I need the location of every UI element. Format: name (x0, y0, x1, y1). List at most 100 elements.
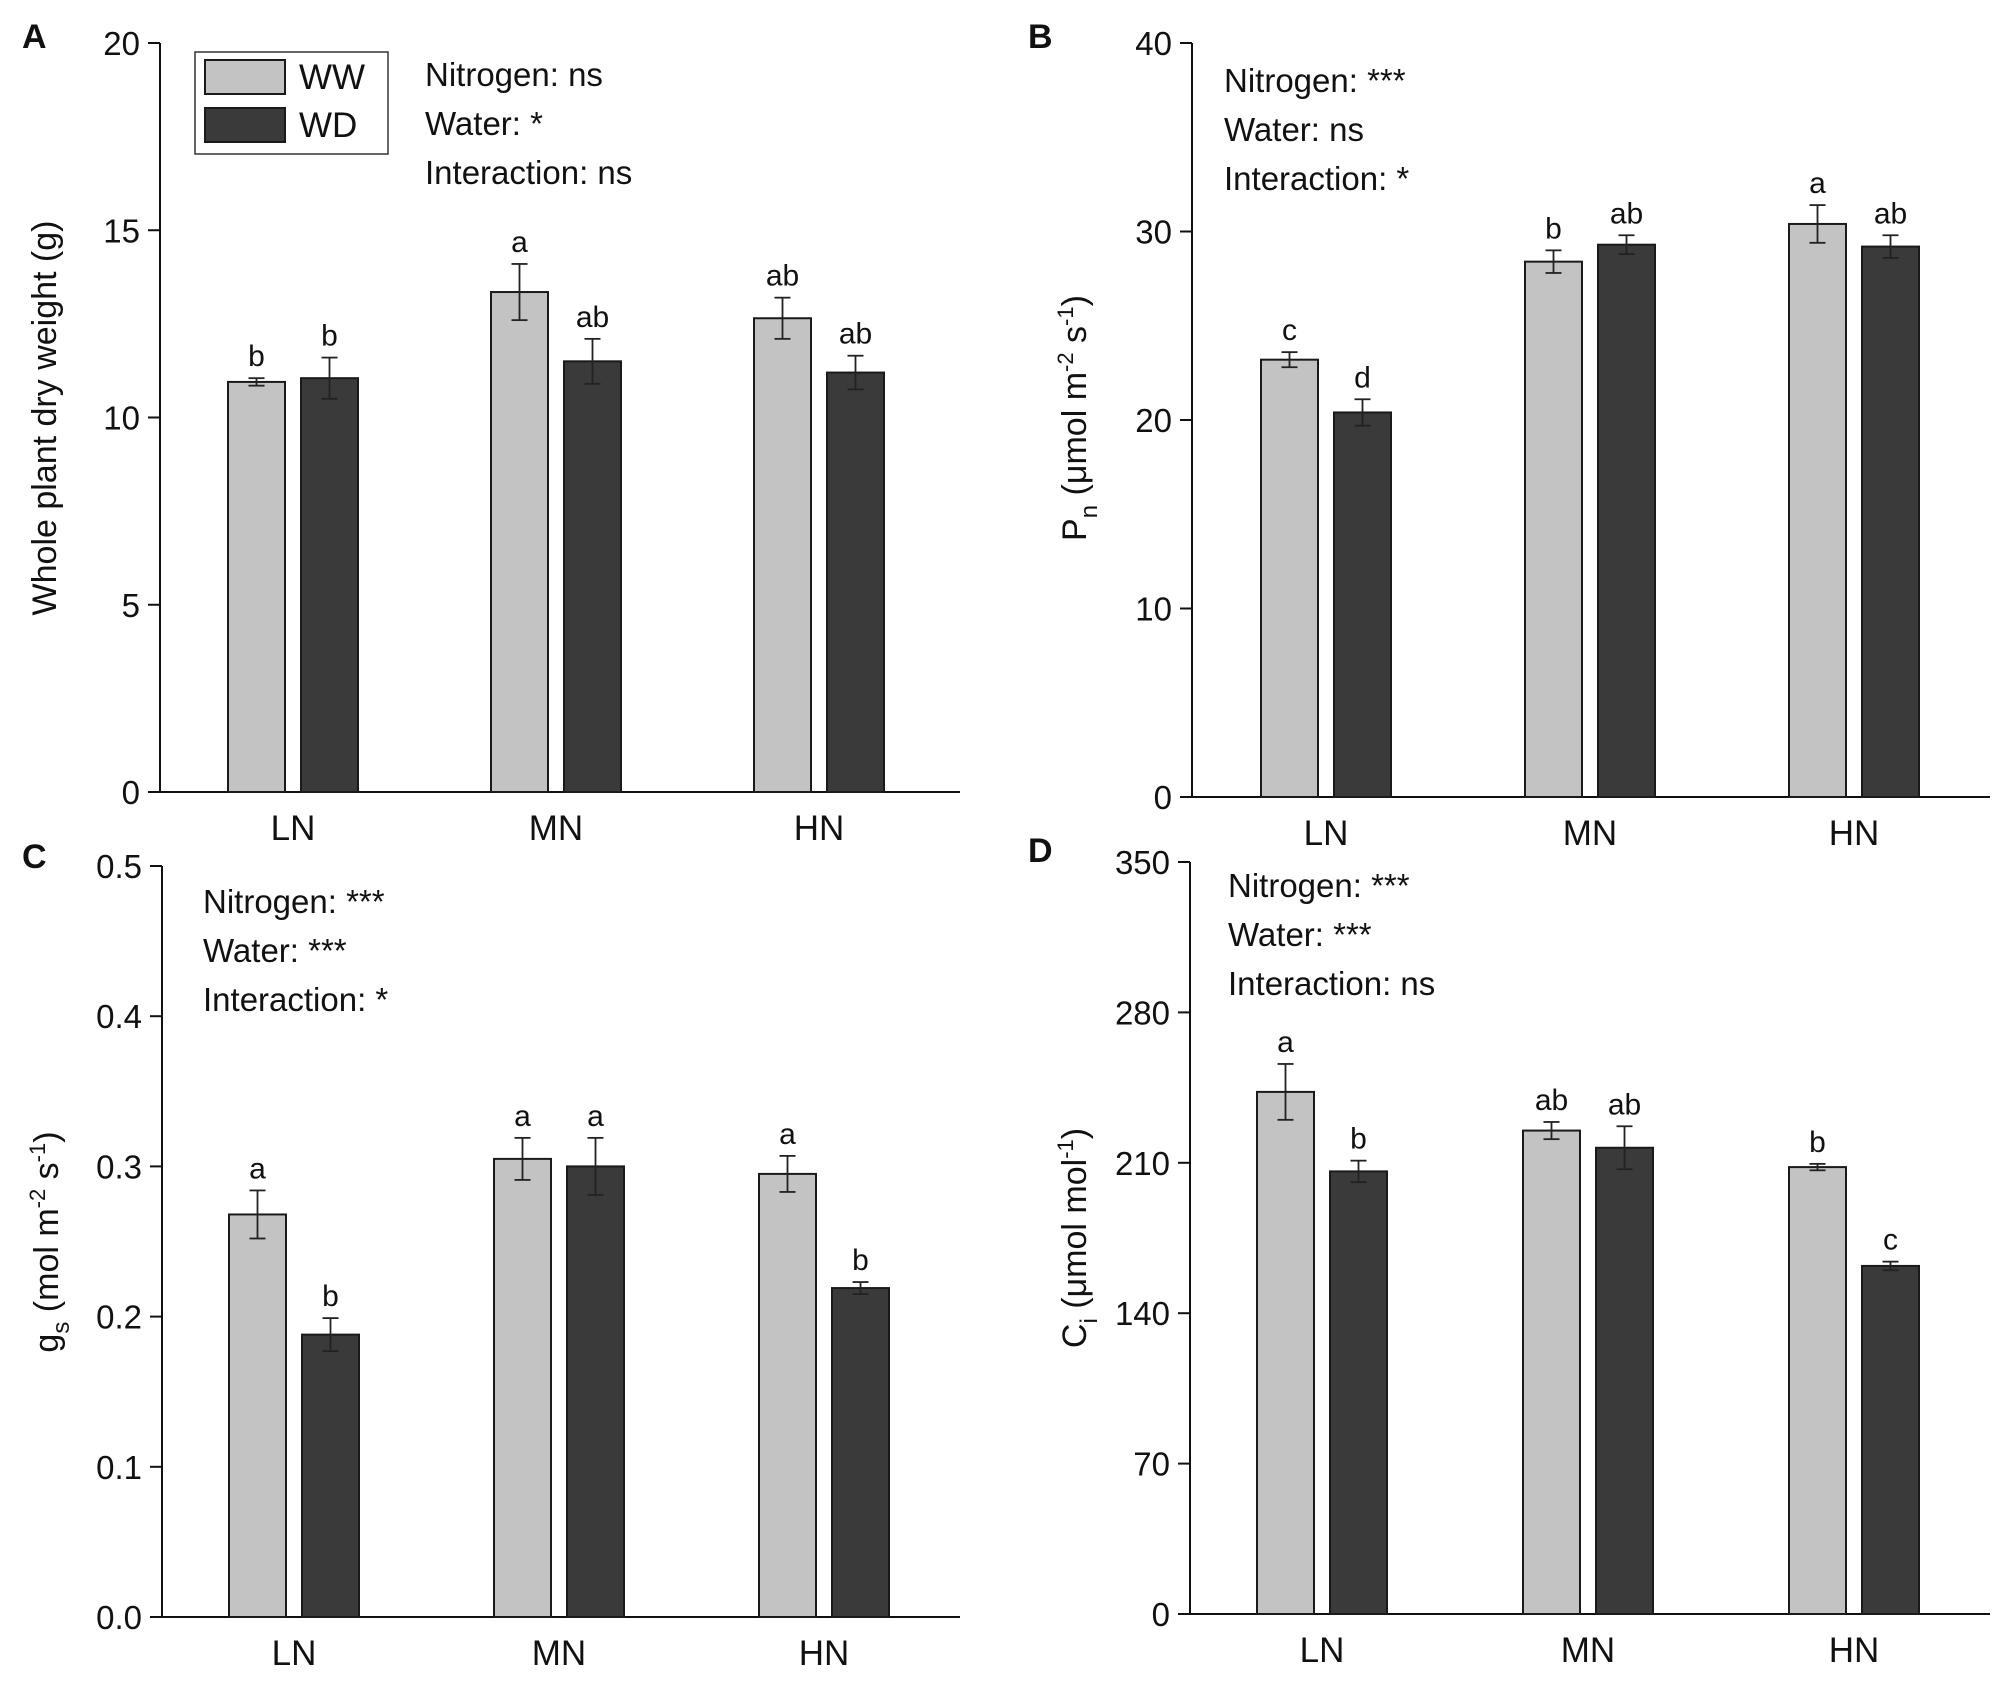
panel-a-xtick-label: HN (794, 809, 845, 848)
panel-d-ylabel-main: C (1056, 1324, 1094, 1349)
panel-c: C0.00.10.20.30.40.5gs (mol m-2 s-1)abLNa… (22, 838, 960, 1673)
panel-a-bar-ww-mn (490, 291, 549, 793)
panel-b-significance-letter: ab (1610, 197, 1643, 230)
panel-c-bar-ww-hn (758, 1172, 817, 1619)
panel-a-anova-text: Interaction: ns (425, 154, 632, 191)
panel-b-significance-letter: d (1354, 361, 1371, 394)
panel-b-ylabel-mu: μ (1056, 465, 1094, 485)
legend-swatch-wd (204, 107, 286, 143)
panel-c-ylabel-main: g (28, 1334, 66, 1353)
panel-d-xtick-label: LN (1300, 1631, 1345, 1670)
panel-c-ytick-label: 0.3 (96, 1148, 142, 1185)
panel-a-significance-letter: a (511, 226, 528, 259)
panel-c-xtick-label: MN (532, 1634, 586, 1673)
panel-c-bar-wd-hn (831, 1287, 890, 1618)
panel-c-bar-wd-mn (566, 1165, 625, 1619)
panel-b-ytick-label: 30 (1135, 214, 1172, 251)
panel-c-bar-ww-mn (493, 1157, 552, 1618)
panel-c-anova-text: Nitrogen: *** (203, 883, 385, 920)
panel-d-significance-letter: c (1883, 1224, 1898, 1257)
panel-c-significance-letter: a (249, 1152, 266, 1185)
panel-c-xtick-label: LN (272, 1634, 317, 1673)
panel-a-bar-wd-mn (563, 360, 622, 793)
panel-a-bar-ww-hn (753, 317, 812, 793)
panel-c-ytick-label: 0.0 (96, 1599, 142, 1636)
panel-b-ylabel: Pn (μmol m-2 s-1) (1053, 295, 1103, 541)
panel-d-significance-letter: b (1809, 1126, 1826, 1159)
panel-c-significance-letter: a (587, 1100, 604, 1133)
panel-d-label: D (1028, 832, 1053, 870)
panel-b-xtick-label: MN (1563, 814, 1617, 853)
panel-d-ylabel-mu: μ (1056, 1278, 1094, 1298)
panel-a: A 0 5 10 15 20 Whole plant dry weight (g) b b LN a… (22, 18, 960, 848)
panel-d-bar-wd-hn (1861, 1264, 1920, 1615)
panel-c-ylabel: gs (mol m-2 s-1) (25, 1131, 75, 1352)
panel-d-xtick-label: HN (1829, 1631, 1880, 1670)
panel-c-anova-text: Water: *** (203, 932, 347, 969)
panel-a-anova-text: Nitrogen: ns (425, 56, 603, 93)
panel-d-ytick-label: 70 (1133, 1446, 1170, 1483)
panel-c-ytick-label: 0.4 (96, 998, 142, 1035)
panel-b-bar-ww-hn (1788, 222, 1847, 798)
panel-a-ytick-label: 5 (122, 587, 140, 624)
panel-a-xtick-label: LN (271, 809, 316, 848)
panel-b-significance-letter: ab (1874, 197, 1907, 230)
panel-d-ytick-label: 280 (1115, 994, 1170, 1031)
panel-d-ylabel-sub: i (1076, 1318, 1103, 1323)
panel-c-significance-letter: b (852, 1244, 869, 1277)
panel-d-significance-letter: ab (1535, 1084, 1568, 1117)
panel-d-ylabel: Ci (μmol mol-1) (1053, 1128, 1103, 1348)
legend: WW WD (194, 51, 389, 155)
panel-a-ylabel: Whole plant dry weight (g) (26, 221, 64, 616)
panel-d-anova-text: Nitrogen: *** (1228, 867, 1410, 904)
panel-d-bar-ww-mn (1522, 1129, 1581, 1615)
panel-c-significance-letter: a (779, 1118, 796, 1151)
panel-a-ytick-label: 15 (103, 212, 140, 249)
panel-a-ytick-label: 20 (103, 25, 140, 62)
panel-c-ylabel-sup: -2 (25, 1189, 50, 1209)
panel-d-ytick-label: 140 (1115, 1295, 1170, 1332)
panel-b-significance-letter: c (1282, 314, 1297, 347)
panel-b-ytick-label: 10 (1135, 591, 1172, 628)
panel-d-ytick-label: 210 (1115, 1145, 1170, 1182)
panel-d-xtick-label: MN (1561, 1631, 1615, 1670)
panel-c-bar-ww-ln (228, 1213, 287, 1618)
panel-b-ylabel-sup: -2 (1053, 352, 1078, 372)
panel-b-ylabel-sub: n (1076, 505, 1103, 518)
panel-d-significance-letter: b (1350, 1123, 1367, 1156)
panel-c-xtick-label: HN (799, 1634, 850, 1673)
panel-b-bar-wd-hn (1861, 245, 1920, 798)
panel-d-ylabel-open: ( (1056, 1297, 1094, 1318)
panel-c-ylabel-unit: mol m (28, 1208, 66, 1301)
panel-b-bar-wd-mn (1597, 243, 1656, 798)
legend-label-ww: WW (299, 58, 365, 97)
panel-d-ylabel-close: ) (1056, 1128, 1094, 1139)
panel-c-ylabel-sub: s (48, 1322, 75, 1334)
panel-b-ylabel-sup2: -1 (1053, 306, 1078, 326)
panel-a-ytick-label: 10 (103, 400, 140, 437)
legend-swatch-ww (204, 59, 286, 95)
panel-a-anova-text: Water: * (425, 105, 543, 142)
panel-c-ylabel-sup2: -1 (25, 1143, 50, 1163)
panel-b-ylabel-close: ) (1056, 295, 1094, 306)
panel-b-significance-letter: b (1545, 212, 1562, 245)
panel-c-ytick-label: 0.2 (96, 1299, 142, 1336)
panel-d-ylabel-unit: mol mol (1056, 1159, 1094, 1278)
legend-label-wd: WD (299, 106, 357, 145)
panel-b-ylabel-main: P (1056, 518, 1094, 541)
panel-d-anova-text: Interaction: ns (1228, 965, 1435, 1002)
panel-b-ytick-label: 40 (1135, 25, 1172, 62)
panel-c-label: C (22, 838, 47, 876)
panel-a-label: A (22, 18, 47, 56)
panel-c-ylabel-close: ) (28, 1131, 66, 1142)
panel-c-significance-letter: b (322, 1280, 339, 1313)
panel-c-ylabel-unit2: s (28, 1162, 66, 1188)
panel-d-bar-ww-hn (1788, 1166, 1847, 1616)
panel-b-xtick-label: HN (1829, 814, 1880, 853)
panel-b-bar-ww-mn (1524, 260, 1583, 799)
panel-a-xtick-label: MN (529, 809, 583, 848)
panel-d-ytick-label: 350 (1115, 844, 1170, 881)
panel-a-ytick-label: 0 (122, 774, 140, 811)
